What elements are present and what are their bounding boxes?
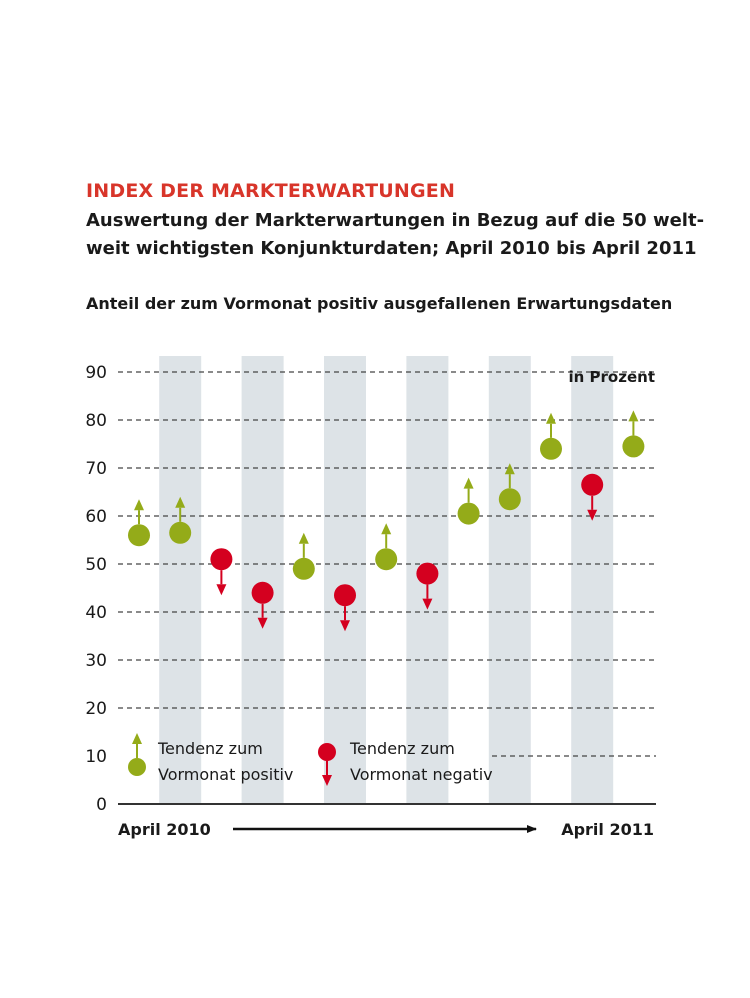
trend-up-arrow-icon	[298, 532, 309, 544]
legend-negative-symbol	[318, 743, 336, 786]
trend-down-arrow-icon	[216, 584, 227, 596]
trend-up-arrow-icon	[381, 523, 392, 535]
trend-up-arrow-icon	[546, 412, 556, 424]
positive-point	[457, 502, 480, 525]
column-band	[488, 356, 531, 804]
legend-negative-line2: Vormonat negativ	[350, 765, 493, 784]
positive-point	[128, 524, 150, 547]
data-point	[292, 532, 315, 580]
data-point	[581, 473, 604, 521]
trend-down-arrow-icon	[340, 620, 350, 632]
y-tick-label: 80	[85, 411, 107, 431]
legend-positive-marker	[128, 733, 146, 776]
negative-point	[416, 562, 439, 585]
y-tick-label: 20	[85, 699, 107, 719]
y-tick-label: 90	[85, 363, 107, 383]
legend-positive-symbol	[128, 733, 146, 776]
trend-down-arrow-icon	[422, 598, 433, 610]
data-point	[457, 477, 480, 525]
column-band	[324, 356, 366, 804]
trend-up-arrow-icon	[134, 499, 144, 511]
y-tick-label: 10	[85, 747, 107, 767]
legend-negative-marker	[318, 743, 336, 786]
column-band	[241, 356, 284, 804]
data-point	[416, 562, 439, 610]
positive-point	[169, 521, 192, 544]
gridlines	[118, 371, 656, 757]
data-point	[251, 581, 274, 629]
data-point	[128, 499, 150, 547]
trend-up-arrow-icon	[175, 496, 186, 508]
data-point	[375, 523, 398, 571]
y-tick-label: 40	[85, 603, 107, 623]
data-point	[498, 463, 521, 511]
unit-label: in Prozent	[569, 368, 656, 386]
trend-up-arrow-icon	[628, 410, 639, 422]
positive-point	[498, 488, 521, 511]
trend-up-arrow-icon	[132, 733, 142, 744]
data-point	[334, 584, 356, 632]
legend-positive-line2: Vormonat positiv	[158, 765, 293, 784]
negative-point	[334, 584, 356, 607]
chart-caption: Anteil der zum Vormonat positiv ausgefal…	[86, 294, 673, 313]
subtitle-line-2: weit wichtigsten Konjunkturdaten; April …	[86, 238, 697, 259]
negative-point	[251, 581, 274, 604]
positive-point	[622, 435, 645, 458]
y-tick-label: 50	[85, 555, 107, 575]
negative-point	[210, 548, 233, 571]
positive-point	[375, 548, 398, 571]
y-tick-label: 60	[85, 507, 107, 527]
legend-negative-line1: Tendenz zum	[349, 739, 455, 758]
column-band	[571, 356, 614, 804]
end-label: April 2011	[561, 820, 654, 839]
trend-up-arrow-icon	[463, 477, 474, 489]
trend-up-arrow-icon	[504, 463, 515, 475]
y-tick-label: 70	[85, 459, 107, 479]
positive-point	[292, 557, 315, 580]
chart-title: INDEX DER MARKTERWARTUNGEN	[86, 180, 456, 202]
subtitle-line-1: Auswertung der Markterwartungen in Bezug…	[86, 210, 705, 231]
positive-point	[540, 437, 562, 460]
data-points	[128, 410, 645, 632]
y-tick-label: 0	[96, 795, 107, 815]
trend-down-arrow-icon	[257, 617, 268, 629]
column-bands	[159, 356, 614, 804]
legend-positive-line1: Tendenz zum	[157, 739, 263, 758]
negative-point	[581, 473, 604, 496]
chart-subtitle: Auswertung der Markterwartungen in Bezug…	[86, 207, 706, 263]
trend-down-arrow-icon	[587, 509, 598, 521]
data-point	[622, 410, 645, 458]
negative-point	[318, 743, 336, 761]
column-band	[159, 356, 202, 804]
trend-down-arrow-icon	[322, 775, 332, 786]
data-point	[169, 496, 192, 544]
y-tick-labels: 0 10 20 30 40 50 60 70 80 90	[85, 363, 107, 815]
y-tick-label: 30	[85, 651, 107, 671]
legend: Tendenz zum Vormonat positiv Tendenz zum…	[128, 733, 493, 786]
positive-point	[128, 758, 146, 776]
start-label: April 2010	[118, 820, 211, 839]
data-point	[210, 548, 233, 596]
data-point	[540, 412, 562, 460]
